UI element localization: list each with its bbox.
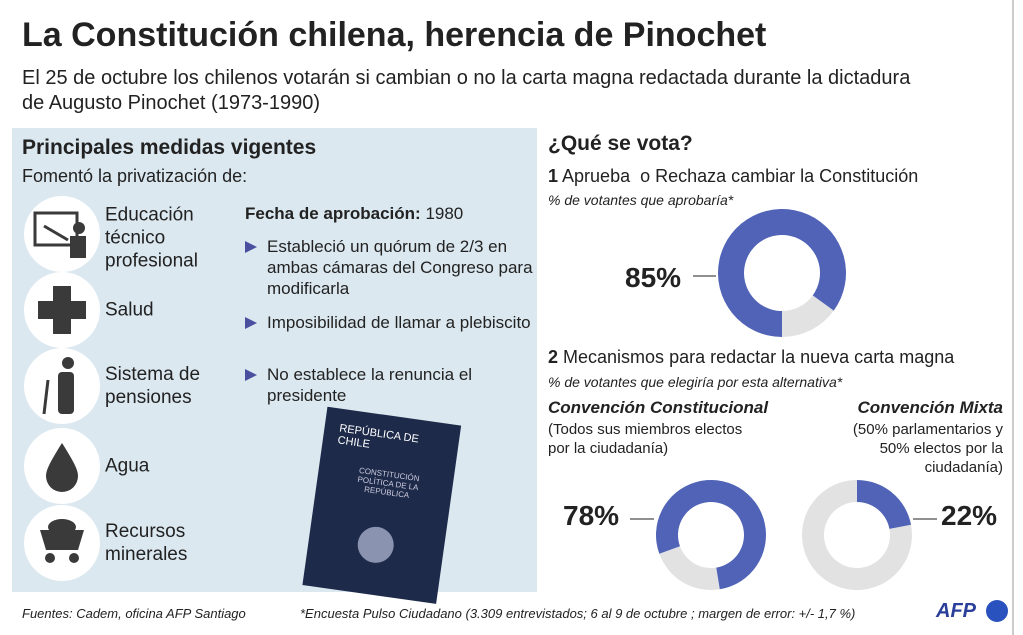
option-name: Convención Constitucional <box>548 398 769 417</box>
donut-segment <box>718 209 846 337</box>
panel <box>12 128 537 592</box>
donut-segment <box>656 479 766 590</box>
bullet: Imposibilidad de llamar a plebiscito <box>245 312 552 333</box>
icons <box>33 211 86 563</box>
donut-segment <box>857 480 912 529</box>
option-name: Convención Mixta <box>857 398 1003 417</box>
donut-rest <box>659 546 720 590</box>
item: Sistema de pensiones <box>105 364 201 408</box>
value-label: 22% <box>941 500 998 531</box>
bullet: No establece la renuncia el presidente <box>245 364 552 406</box>
heading: Principales medidas vigentes <box>22 136 317 159</box>
item: Salud <box>105 299 154 321</box>
passport <box>302 406 462 604</box>
date: 1980 <box>425 204 464 223</box>
q-text: Aprueba o Rechaza cambiar la Constitució… <box>562 166 919 186</box>
subtitle: El 25 de octubre los chilenos votarán si… <box>22 67 911 114</box>
date-label: Fecha de aprobación: <box>245 204 421 223</box>
bullet: Estableció un quórum de 2/3 en ambas cám… <box>245 236 552 299</box>
date-line: Fecha de aprobación: 1980 <box>245 204 463 224</box>
q2: 2 Mecanismos para redactar la nueva cart… <box>548 347 954 368</box>
footnote: *Encuesta Pulso Ciudadano (3.309 entrevi… <box>300 606 856 621</box>
item: Recursos minerales <box>105 521 188 565</box>
title: La Constitución chilena, herencia de Pin… <box>22 16 767 54</box>
q-number: 2 <box>548 347 559 367</box>
item: Educación técnico profesional <box>105 204 198 272</box>
donut-rest <box>802 480 912 590</box>
item: Agua <box>105 455 150 477</box>
donut-rest <box>782 295 834 337</box>
q-text: Mecanismos para redactar la nueva carta … <box>563 347 955 367</box>
vote-heading: ¿Qué se vota? <box>548 132 693 155</box>
logo-dot <box>986 600 1008 622</box>
value-label: 78% <box>563 500 620 531</box>
logo: AFP <box>936 600 976 622</box>
value-label: 85% <box>625 262 682 293</box>
q-number: 1 <box>548 166 559 186</box>
q1: 1 Aprueba o Rechaza cambiar la Constituc… <box>548 166 918 187</box>
intro: Fomentó la privatización de: <box>22 166 248 186</box>
option-desc: (50% parlamentarios y 50% electos por la… <box>852 421 1003 476</box>
note: % de votantes que aprobaría* <box>548 192 734 208</box>
sources: Fuentes: Cadem, oficina AFP Santiago <box>22 606 246 621</box>
note: % de votantes que elegiría por esta alte… <box>548 374 843 390</box>
option-desc: (Todos sus miembros electos por la ciuda… <box>548 421 743 457</box>
